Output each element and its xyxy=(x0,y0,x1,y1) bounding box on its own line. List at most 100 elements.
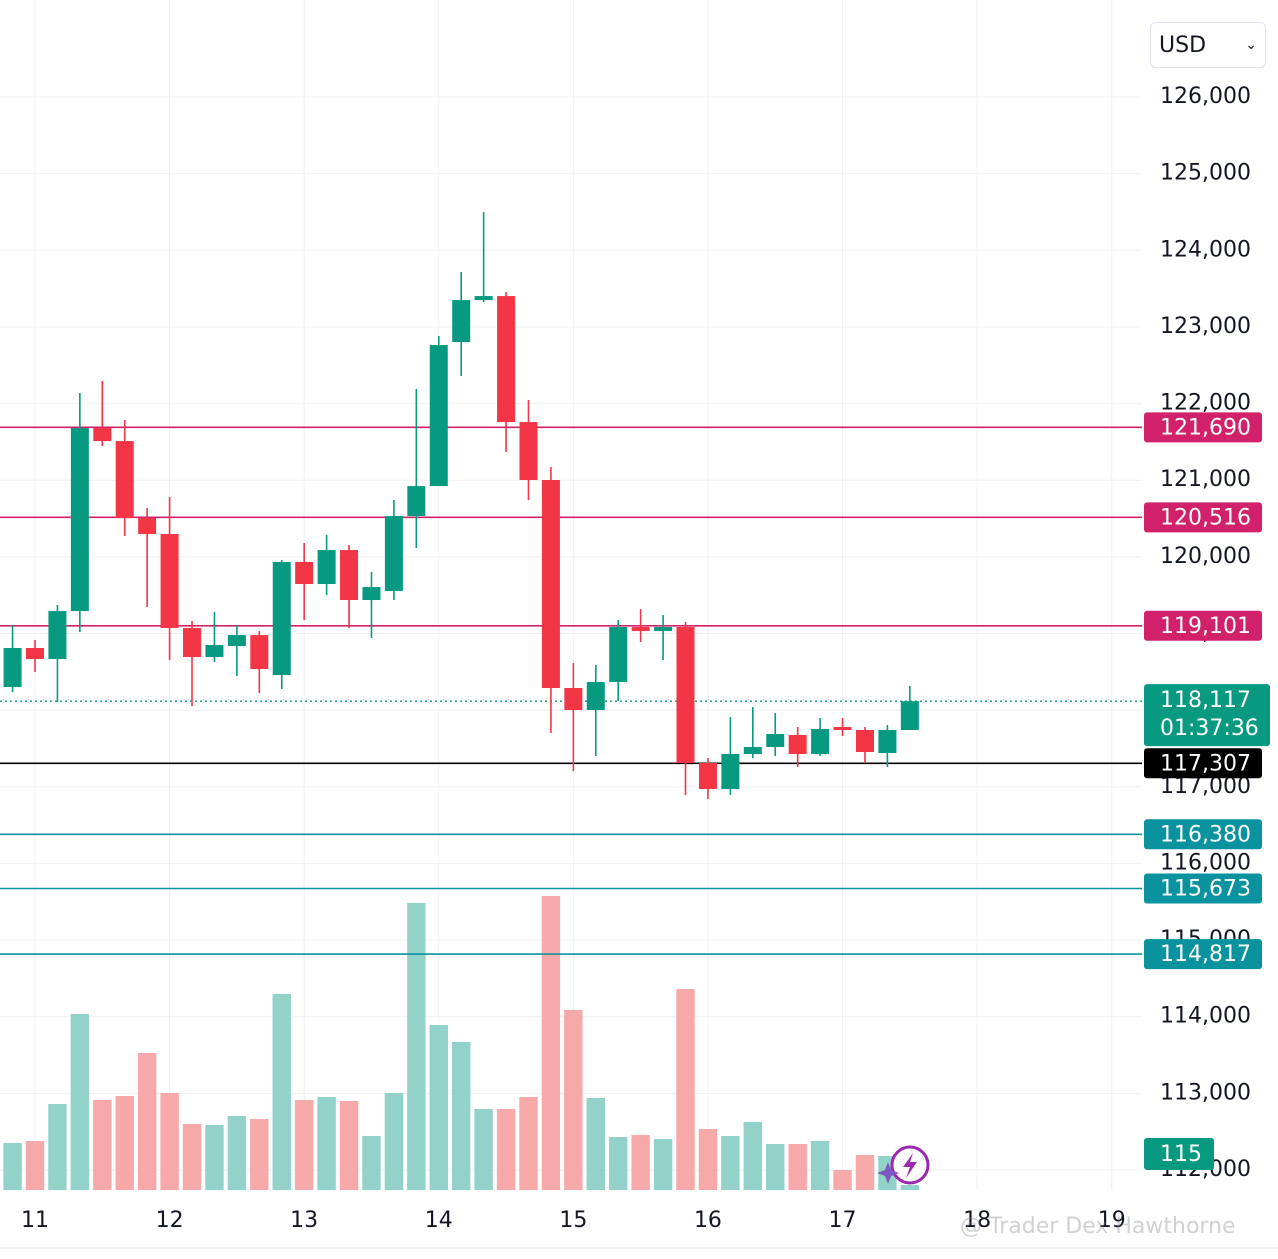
volume-bar xyxy=(609,1137,628,1190)
level-label-box xyxy=(1144,819,1262,850)
candle-body xyxy=(631,626,650,632)
candle-body xyxy=(317,550,336,585)
candle-body xyxy=(497,296,516,423)
level-label: 121,690 xyxy=(1160,415,1251,440)
candle-body xyxy=(70,428,89,612)
x-tick-label: 14 xyxy=(425,1208,453,1233)
candle-body xyxy=(698,763,717,790)
candle-body xyxy=(676,626,695,764)
currency-label: USD xyxy=(1159,32,1207,58)
x-tick-label: 15 xyxy=(559,1208,587,1233)
volume-bar xyxy=(70,1014,90,1190)
candle-body xyxy=(788,734,807,754)
candle-body xyxy=(272,562,291,676)
y-tick-label: 125,000 xyxy=(1160,161,1251,186)
currency-select[interactable]: USD ⌄ xyxy=(1150,22,1266,68)
last-price-label: 118,117 xyxy=(1160,688,1251,713)
x-tick-label: 16 xyxy=(694,1208,722,1233)
volume-bar xyxy=(48,1104,67,1190)
volume-bar xyxy=(541,896,561,1190)
volume-bar xyxy=(272,994,291,1190)
icon-spark xyxy=(877,1162,899,1184)
volume-bar xyxy=(407,903,426,1190)
candle-body xyxy=(452,300,471,343)
level-label: 120,516 xyxy=(1160,505,1251,530)
candle-body xyxy=(609,626,628,683)
level-label: 117,307 xyxy=(1160,751,1251,776)
candle-body xyxy=(564,688,583,710)
candle-body xyxy=(766,733,785,748)
volume-bar xyxy=(429,1025,448,1190)
y-tick-label: 116,000 xyxy=(1160,850,1251,875)
y-tick-label: 113,000 xyxy=(1160,1080,1251,1105)
candle-body xyxy=(138,518,157,535)
level-label-box xyxy=(1144,748,1262,779)
candle-body xyxy=(48,611,67,660)
level-label: 114,817 xyxy=(1160,942,1251,967)
candle-body xyxy=(407,486,426,517)
level-label-box xyxy=(1144,873,1262,904)
volume-bar xyxy=(182,1124,202,1190)
volume-bar xyxy=(93,1100,112,1190)
x-tick-label: 11 xyxy=(21,1208,49,1233)
volume-bar xyxy=(788,1144,807,1190)
volume-bar xyxy=(855,1155,875,1190)
assistant-icon[interactable] xyxy=(877,1145,930,1185)
x-tick-label: 17 xyxy=(829,1208,857,1233)
y-tick-label: 123,000 xyxy=(1160,314,1251,339)
volume-bar xyxy=(362,1136,381,1190)
candle-body xyxy=(743,747,762,754)
volume-bar xyxy=(900,1185,920,1190)
candle-body xyxy=(519,422,538,481)
x-tick-label: 13 xyxy=(290,1208,318,1233)
volume-label-box xyxy=(1144,1138,1214,1170)
level-label-box xyxy=(1144,610,1262,641)
level-label: 115,673 xyxy=(1160,876,1251,901)
volume-bar xyxy=(698,1129,718,1190)
volume-bar xyxy=(452,1042,471,1190)
volume-bar xyxy=(294,1100,314,1190)
volume-label: 115 xyxy=(1160,1142,1202,1167)
y-tick-label: 120,000 xyxy=(1160,544,1251,569)
candle-body xyxy=(541,480,560,689)
level-label-box xyxy=(1144,502,1262,533)
y-tick-label: 122,000 xyxy=(1160,391,1251,416)
candle-body xyxy=(250,635,269,669)
candle-body xyxy=(362,587,381,601)
volume-bar xyxy=(3,1143,22,1190)
level-label: 119,101 xyxy=(1160,614,1251,639)
level-label-box xyxy=(1144,939,1262,970)
candle-body xyxy=(25,647,44,660)
volume-bar xyxy=(721,1136,740,1190)
volume-bar xyxy=(833,1170,852,1190)
x-tick-label: 12 xyxy=(156,1208,184,1233)
volume-bar xyxy=(474,1109,493,1190)
candle-body xyxy=(115,441,134,519)
candle-body xyxy=(721,753,740,790)
candle-body xyxy=(833,727,852,731)
volume-bar xyxy=(137,1053,157,1190)
volume-bar xyxy=(160,1093,179,1190)
y-tick-label: 126,000 xyxy=(1160,84,1251,109)
level-label: 116,380 xyxy=(1160,822,1251,847)
volume-bar xyxy=(519,1097,538,1190)
candle-body xyxy=(183,627,202,658)
volume-bar xyxy=(810,1141,830,1190)
volume-bar xyxy=(586,1098,605,1190)
caret: ⌄ xyxy=(1245,37,1257,53)
volume-bar xyxy=(339,1101,359,1190)
candle-body xyxy=(900,701,919,731)
candle-body xyxy=(654,626,673,632)
candle-body xyxy=(295,562,314,585)
x-tick-label: 18 xyxy=(963,1208,991,1233)
volume-bar xyxy=(743,1122,763,1190)
volume-bar xyxy=(250,1119,269,1190)
volume-bar xyxy=(384,1093,404,1190)
candle-body xyxy=(227,635,246,647)
candle-body xyxy=(855,730,874,752)
candle-body xyxy=(384,516,403,592)
volume-bar xyxy=(25,1141,45,1190)
level-label-box xyxy=(1144,412,1262,443)
volume-bar xyxy=(631,1135,650,1190)
